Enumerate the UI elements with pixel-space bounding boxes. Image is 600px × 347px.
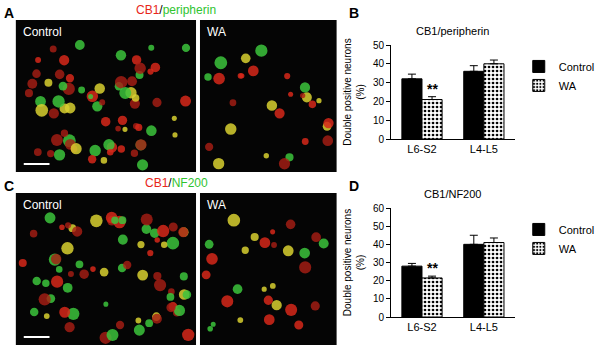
svg-text:L4-L5: L4-L5 [470,321,498,333]
svg-text:CB1/NF200: CB1/NF200 [145,176,208,190]
svg-text:30: 30 [373,257,385,268]
svg-text:Control: Control [559,61,594,73]
svg-text:Double positive neurons(%): Double positive neurons(%) [342,38,366,145]
svg-text:40: 40 [373,58,385,69]
svg-text:**: ** [427,81,438,97]
svg-text:20: 20 [373,275,385,286]
svg-text:CB1/NF200: CB1/NF200 [424,188,481,200]
svg-text:0: 0 [378,312,384,323]
svg-text:A: A [4,5,14,21]
svg-text:D: D [349,178,359,194]
svg-text:Double positive neurons(%): Double positive neurons(%) [342,209,366,316]
svg-text:10: 10 [373,115,385,126]
svg-text:10: 10 [373,293,385,304]
svg-text:L6-S2: L6-S2 [407,143,436,155]
svg-text:WA: WA [559,243,577,255]
svg-text:L6-S2: L6-S2 [407,321,436,333]
svg-text:Control: Control [559,224,594,236]
svg-text:CB1/peripherin: CB1/peripherin [136,3,216,17]
svg-text:30: 30 [373,77,385,88]
svg-text:CB1/peripherin: CB1/peripherin [416,25,489,37]
svg-text:**: ** [427,260,438,276]
svg-text:WA: WA [559,80,577,92]
svg-text:WA: WA [207,25,226,39]
svg-text:L4-L5: L4-L5 [470,143,498,155]
svg-text:50: 50 [373,40,385,51]
svg-text:40: 40 [373,239,385,250]
svg-text:50: 50 [373,221,385,232]
svg-text:WA: WA [207,198,226,212]
svg-text:20: 20 [373,96,385,107]
svg-text:Control: Control [23,25,62,39]
svg-text:Control: Control [23,198,62,212]
svg-text:C: C [4,178,14,194]
svg-text:0: 0 [378,134,384,145]
svg-text:B: B [349,5,359,21]
svg-text:60: 60 [373,203,385,214]
